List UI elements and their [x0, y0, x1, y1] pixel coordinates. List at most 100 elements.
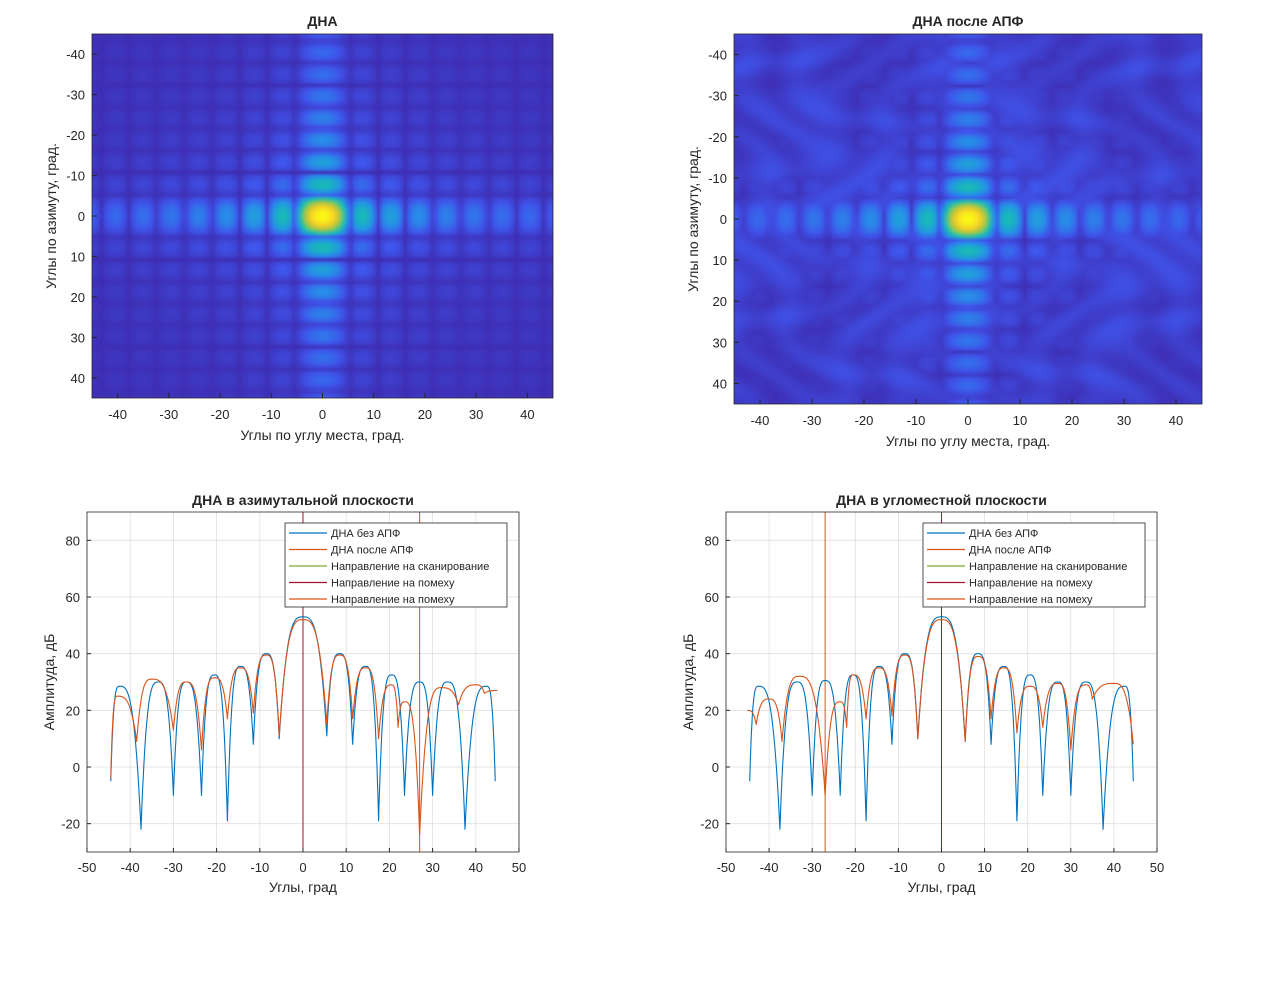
y-tick-label: -10 [708, 171, 727, 186]
x-tick-label: -20 [846, 860, 865, 875]
legend: ДНА без АПФ ДНА после АПФ Направление на с… [284, 522, 508, 608]
x-tick-label: -10 [889, 860, 908, 875]
x-tick-label: 30 [469, 407, 483, 422]
x-tick-label: -10 [250, 860, 269, 875]
x-tick-label: -40 [108, 407, 127, 422]
x-tick-label: -40 [751, 413, 770, 428]
x-tick-label: 0 [964, 413, 971, 428]
legend-entry: Направление на помеху [331, 594, 455, 606]
y-tick-label: 40 [705, 647, 719, 662]
x-tick-label: 30 [1064, 860, 1078, 875]
y-tick-label: 20 [713, 294, 727, 309]
y-tick-label: 80 [705, 533, 719, 548]
y-tick-label: 10 [713, 253, 727, 268]
x-tick-label: -10 [907, 413, 926, 428]
x-tick-label: 40 [1169, 413, 1183, 428]
series-line [110, 619, 498, 836]
y-tick-label: 0 [73, 760, 80, 775]
x-axis-label: Углы, град [269, 879, 337, 895]
legend-entry: Направление на сканирование [331, 561, 489, 573]
x-tick-label: -20 [211, 407, 230, 422]
y-tick-label: 0 [78, 209, 85, 224]
y-tick-label: 80 [66, 533, 80, 548]
x-tick-label: 10 [366, 407, 380, 422]
y-tick-label: 10 [71, 249, 85, 264]
x-tick-label: -50 [717, 860, 736, 875]
x-tick-label: 50 [1150, 860, 1164, 875]
y-tick-label: 30 [713, 335, 727, 350]
y-tick-label: -20 [61, 817, 80, 832]
legend-entry: ДНА после АПФ [331, 545, 413, 557]
x-tick-label: -30 [803, 860, 822, 875]
x-tick-label: 0 [938, 860, 945, 875]
y-axis-label: Амплитуда, дБ [41, 634, 57, 731]
y-axis-label: Амплитуда, дБ [680, 634, 696, 731]
line-chart-panel-2: -50 -40 -30 -20 -10 0 10 20 30 40 50 -20 0 20 40 60 80 ДН… [680, 492, 1164, 895]
heatmap-panel-1: -40 -30 -20 -10 0 10 20 30 40 -40 -30 -20 -10 0 10 20 30… [43, 13, 554, 443]
legend-box [284, 522, 508, 608]
y-tick-label: -40 [708, 48, 727, 63]
y-tick-label: 40 [66, 647, 80, 662]
x-tick-label: -30 [159, 407, 178, 422]
x-tick-label: -30 [164, 860, 183, 875]
x-axis-label: Углы по углу места, град. [240, 427, 404, 443]
x-tick-label: 20 [418, 407, 432, 422]
x-tick-label: -40 [760, 860, 779, 875]
legend: ДНА без АПФ ДНА после АПФ Направление на с… [922, 522, 1146, 608]
y-tick-label: -40 [66, 47, 85, 62]
x-axis-label: Углы, град [908, 879, 976, 895]
heatmap-panel-2: -40 -30 -20 -10 0 10 20 30 40 -40 -30 -20 -10 0 10 20 30… [685, 13, 1203, 449]
x-tick-label: 40 [469, 860, 483, 875]
y-tick-label: -10 [66, 169, 85, 184]
y-tick-label: 40 [713, 376, 727, 391]
legend-entry: Направление на помеху [331, 578, 455, 590]
x-tick-label: 0 [299, 860, 306, 875]
x-tick-label: 20 [1020, 860, 1034, 875]
legend-box [922, 522, 1146, 608]
x-tick-label: -20 [855, 413, 874, 428]
x-tick-label: 10 [339, 860, 353, 875]
x-tick-label: -10 [262, 407, 281, 422]
x-tick-label: -20 [207, 860, 226, 875]
x-axis-label: Углы по углу места, град. [886, 433, 1050, 449]
y-tick-label: 20 [71, 290, 85, 305]
x-tick-label: 30 [1117, 413, 1131, 428]
legend-entry: ДНА без АПФ [331, 528, 400, 540]
x-tick-label: -30 [803, 413, 822, 428]
chart-title: ДНА в азимутальной плоскости [192, 492, 414, 508]
x-tick-label: 0 [319, 407, 326, 422]
chart-title: ДНА в угломестной плоскости [836, 492, 1047, 508]
y-tick-label: -20 [66, 128, 85, 143]
y-tick-label: 40 [71, 371, 85, 386]
y-tick-label: 60 [705, 590, 719, 605]
y-tick-label: -20 [708, 130, 727, 145]
legend-entry: Направление на помеху [969, 594, 1093, 606]
y-tick-label: -30 [708, 89, 727, 104]
x-tick-label: -40 [121, 860, 140, 875]
y-axis-label: Углы по азимуту, град. [685, 146, 701, 292]
legend-entry: Направление на сканирование [969, 561, 1127, 573]
y-tick-label: 0 [712, 760, 719, 775]
y-tick-label: 60 [66, 590, 80, 605]
x-tick-label: 10 [977, 860, 991, 875]
y-tick-label: 30 [71, 330, 85, 345]
x-tick-label: 40 [1107, 860, 1121, 875]
y-tick-label: 0 [720, 212, 727, 227]
line-chart-panel-1: -50 -40 -30 -20 -10 0 10 20 30 40 50 -20 0 20 40 60 80 ДН… [41, 492, 526, 895]
x-tick-label: 20 [1065, 413, 1079, 428]
x-tick-label: -50 [78, 860, 97, 875]
legend-entry: ДНА после АПФ [969, 545, 1051, 557]
legend-entry: Направление на помеху [969, 578, 1093, 590]
series-line [747, 619, 1134, 796]
y-tick-label: 20 [705, 703, 719, 718]
chart-title: ДНА [307, 13, 337, 29]
legend-entry: ДНА без АПФ [969, 528, 1038, 540]
heatmap-image [734, 34, 1202, 404]
x-tick-label: 50 [512, 860, 526, 875]
y-tick-label: 20 [66, 703, 80, 718]
y-tick-label: -30 [66, 88, 85, 103]
x-tick-label: 20 [382, 860, 396, 875]
y-axis-label: Углы по азимуту, град. [43, 143, 59, 289]
y-tick-label: -20 [700, 817, 719, 832]
